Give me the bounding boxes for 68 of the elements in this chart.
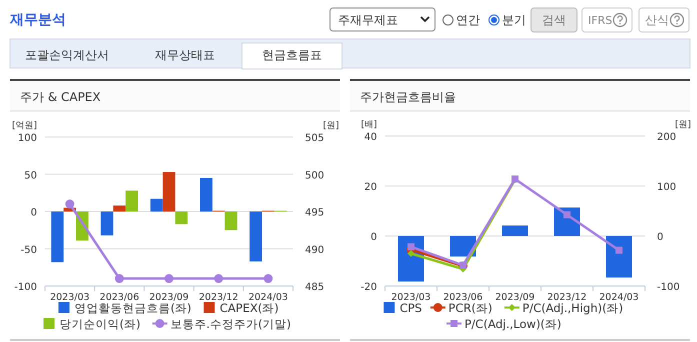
x-tick-label: 2024/03	[248, 292, 288, 303]
chart-title: 주가 & CAPEX	[20, 90, 101, 104]
point	[564, 211, 570, 218]
bar	[126, 190, 138, 212]
bar	[51, 212, 64, 262]
y2-tick-label: -100	[657, 282, 680, 293]
x-tick-label: 2023/06	[443, 292, 483, 303]
bar	[150, 198, 163, 212]
y-tick-label: 0	[370, 232, 377, 243]
text: 주재무제표	[338, 13, 398, 27]
bar	[200, 178, 212, 212]
text: 분기	[502, 13, 526, 27]
text: 현금흐름표	[262, 48, 322, 62]
y2-tick-label: 490	[305, 244, 324, 256]
y-tick-label: -100	[14, 282, 37, 293]
bar	[100, 212, 114, 236]
bar	[113, 206, 126, 212]
y-tick-label: -50	[20, 244, 37, 256]
text: 재무분석	[9, 12, 66, 28]
y-tick-label: -20	[360, 282, 377, 293]
legend-label: P/C(Adj.,Low)(좌)	[464, 317, 562, 331]
x-tick-label: 2023/09	[495, 292, 535, 303]
point	[408, 250, 414, 257]
legend-label: PCR(좌)	[448, 301, 492, 315]
y2-axis-title: [원]	[323, 121, 340, 131]
x-tick-label: 2023/09	[149, 292, 189, 303]
legend-label: 당기순이익(좌)	[60, 317, 140, 331]
point	[408, 243, 414, 250]
x-tick-label: 2023/03	[50, 292, 90, 303]
legend-label: CAPEX(좌)	[220, 301, 279, 315]
y2-tick-label: 495	[305, 208, 324, 218]
y-axis-title: [배]	[360, 120, 377, 130]
y2-tick-label: 200	[657, 132, 676, 143]
text: 연간	[456, 13, 480, 27]
bar	[224, 212, 238, 230]
y-axis-title: [억원]	[12, 121, 37, 131]
y-tick-label: 0	[30, 208, 37, 218]
x-tick-label: 2023/12	[198, 292, 238, 303]
x-tick-label: 2023/03	[391, 292, 431, 303]
bar	[250, 212, 262, 262]
text: 산식	[645, 13, 669, 27]
text: 포괄손익계산서	[25, 48, 109, 62]
bar	[606, 236, 632, 278]
point	[616, 246, 622, 254]
y2-tick-label: 500	[305, 170, 324, 182]
y2-tick-label: 505	[305, 133, 324, 144]
bar	[162, 172, 176, 212]
bar	[175, 212, 188, 224]
x-tick-label: 2023/12	[547, 292, 587, 303]
legend-label: 보통주.수정주가(기말)	[170, 317, 291, 331]
y2-axis-title: [원]	[675, 120, 692, 130]
text: IFRS	[588, 14, 612, 27]
legend-label: CPS	[400, 301, 422, 315]
text: 재무상태표	[155, 48, 215, 62]
x-tick-label: 2024/03	[599, 292, 639, 303]
y2-tick-label: 485	[305, 282, 324, 293]
x-tick-label: 2023/06	[100, 292, 140, 303]
y-tick-label: 40	[364, 132, 377, 143]
y-tick-label: 50	[24, 170, 37, 182]
y-tick-label: 100	[18, 133, 37, 144]
legend-label: P/C(Adj.,High)(좌)	[522, 301, 624, 315]
y2-tick-label: 0	[657, 232, 664, 243]
legend-label: 영업활동현금흐름(좌)	[74, 301, 192, 315]
y2-tick-label: 100	[657, 182, 676, 193]
chart-title: 주가현금흐름비율	[360, 90, 456, 104]
bar	[502, 226, 528, 236]
y-tick-label: 20	[364, 182, 377, 193]
text: 검색	[542, 13, 566, 27]
